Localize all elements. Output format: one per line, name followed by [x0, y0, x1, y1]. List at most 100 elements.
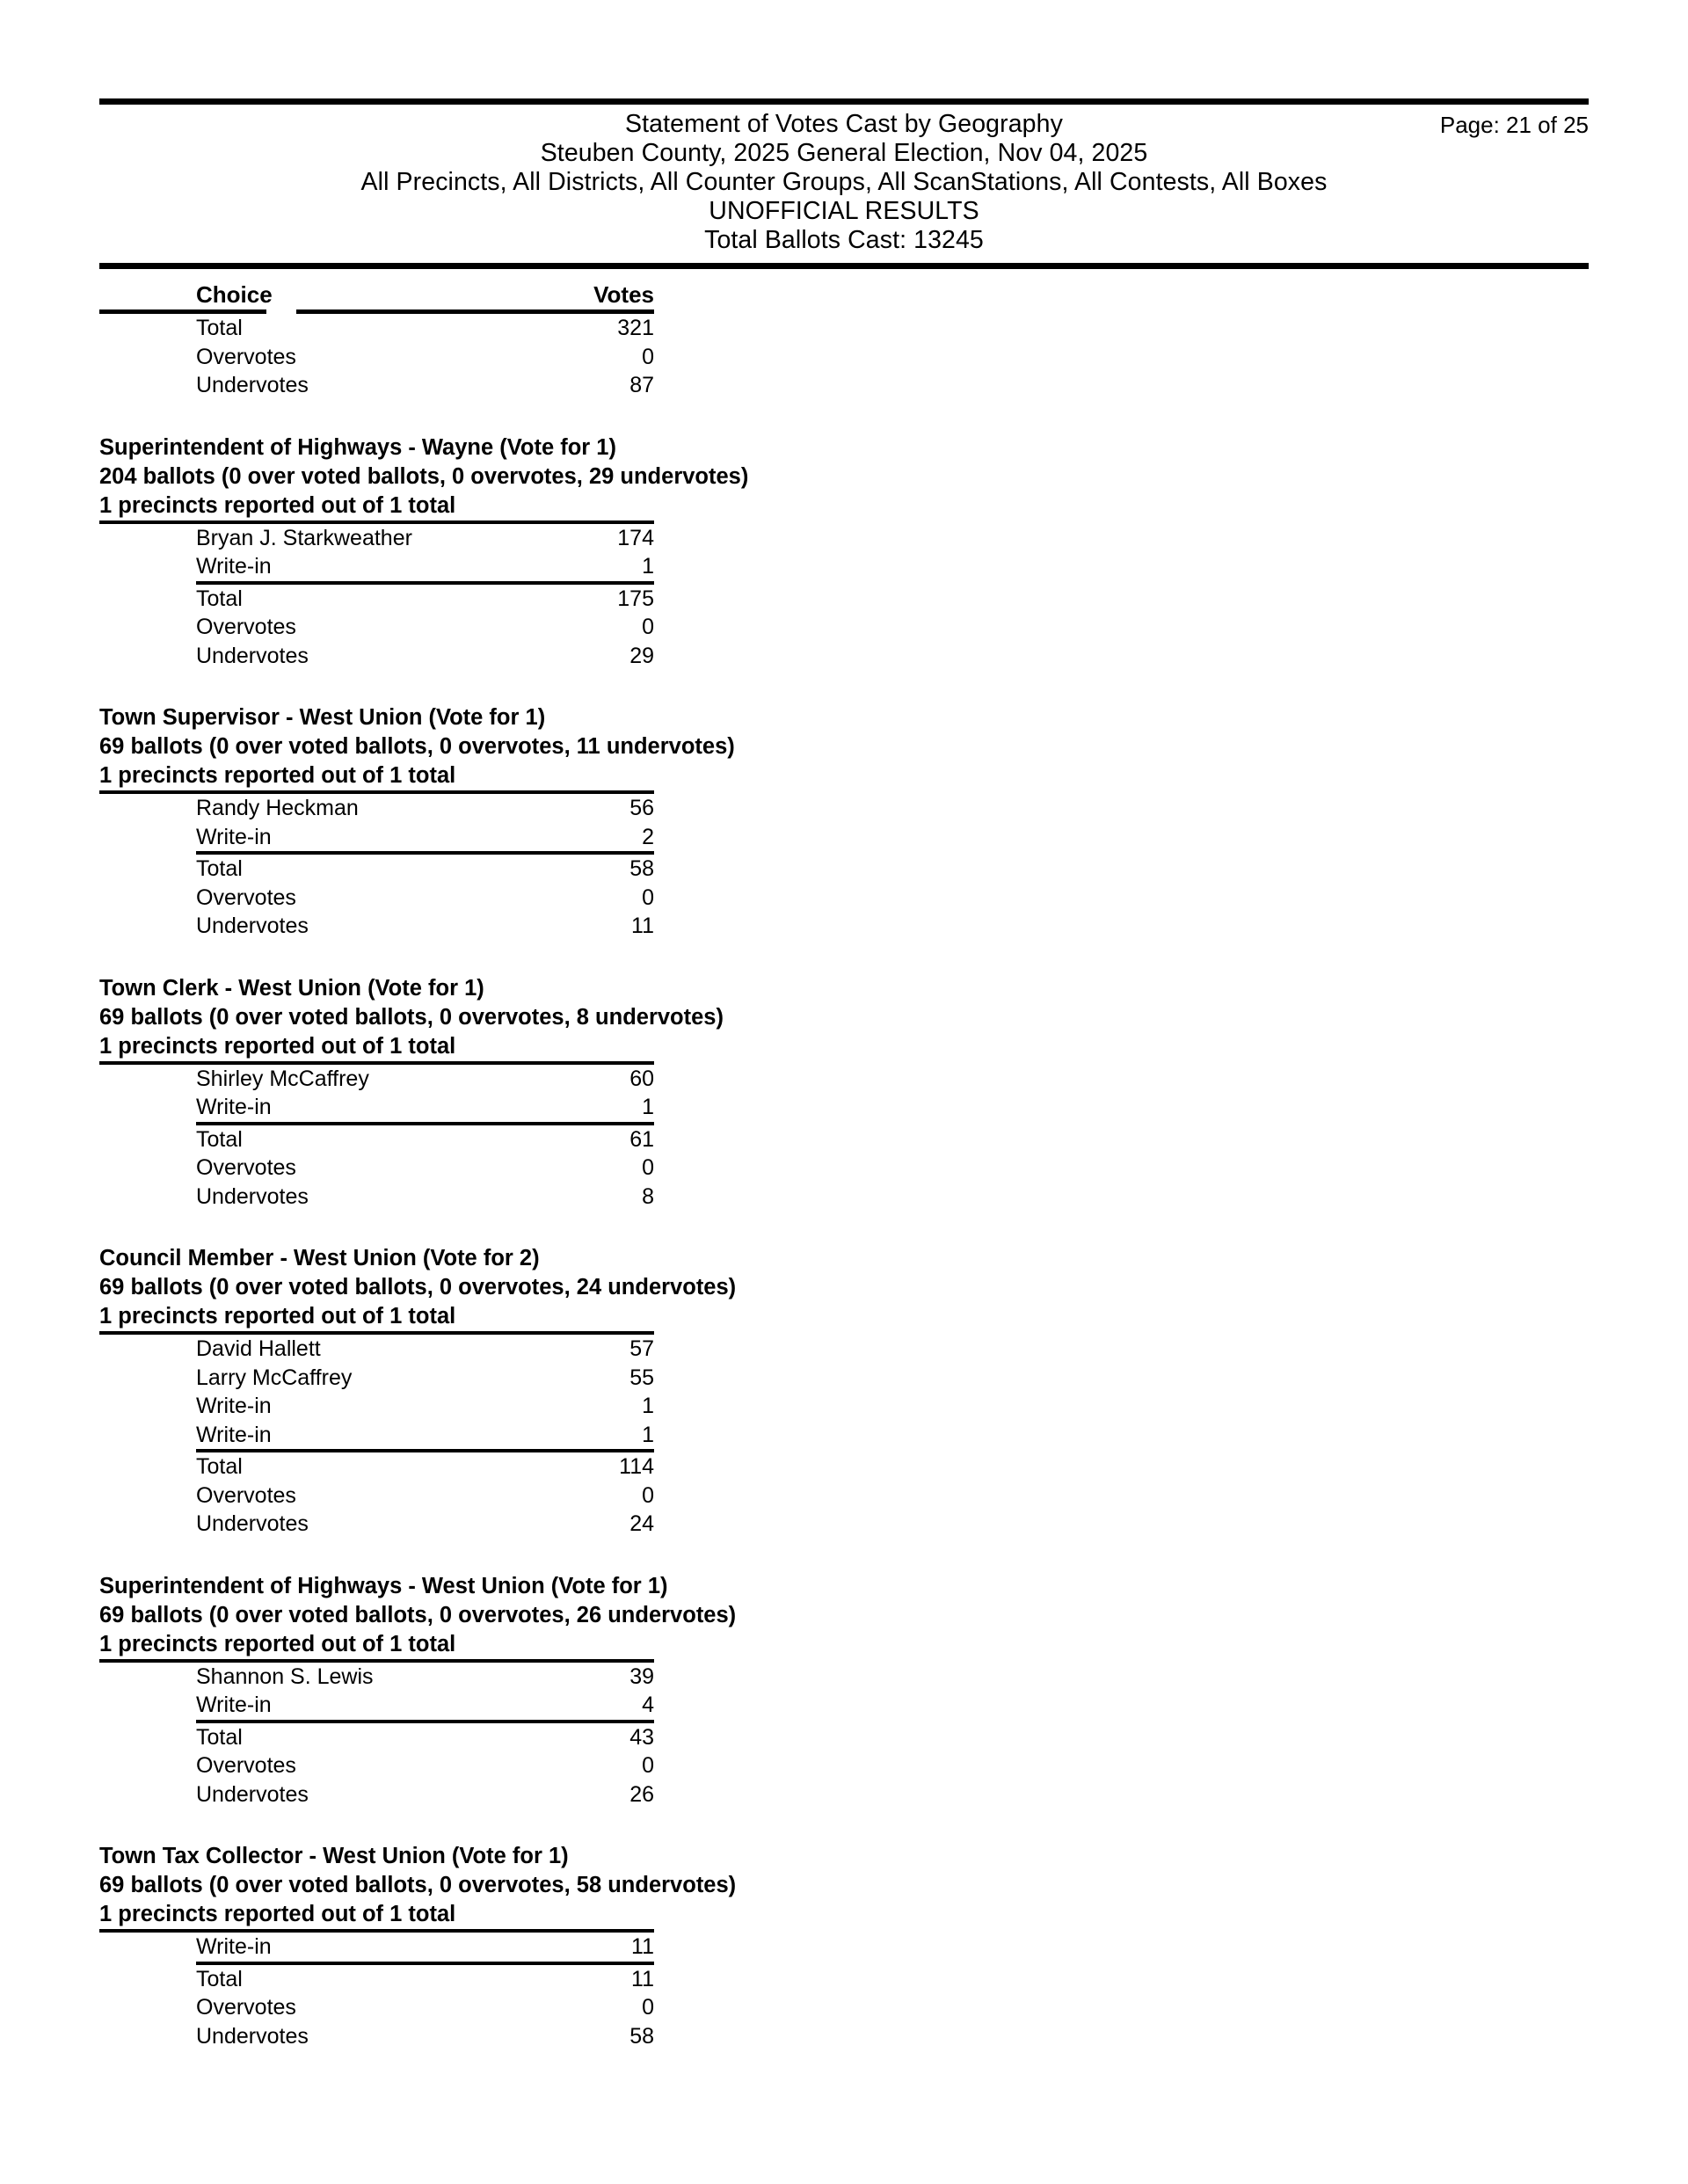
contest-title: Superintendent of Highways - Wayne (Vote…	[99, 434, 616, 460]
row-label: Write-in	[196, 824, 272, 849]
row-label: Undervotes	[196, 373, 309, 397]
row-votes: 0	[642, 1753, 654, 1778]
column-header-votes: Votes	[593, 281, 654, 308]
row-votes: 55	[629, 1365, 654, 1390]
contest-gap	[99, 1211, 1589, 1244]
row-label: Overvotes	[196, 1753, 296, 1778]
contest-precincts-reported: 1 precincts reported out of 1 total	[99, 1033, 456, 1059]
candidate-row: Write-in 11	[99, 1933, 654, 1962]
contest-title: Town Supervisor - West Union (Vote for 1…	[99, 705, 546, 730]
column-header-rule	[99, 309, 654, 314]
candidate-row: Write-in 2	[99, 823, 654, 852]
row-votes: 39	[629, 1663, 654, 1689]
summary-row: Undervotes 8	[99, 1183, 654, 1212]
contest-block: Town Clerk - West Union (Vote for 1) 69 b…	[99, 974, 1589, 1212]
contest-gap	[99, 1809, 1589, 1842]
row-label: Undervotes	[196, 1781, 309, 1807]
contest-ballot-summary: 69 ballots (0 over voted ballots, 0 over…	[99, 1873, 737, 1897]
row-label: Undervotes	[196, 1511, 309, 1536]
row-label: Total	[196, 1724, 243, 1750]
row-label: David Hallett	[196, 1336, 321, 1361]
summary-row: Overvotes 0	[99, 613, 654, 642]
summary-row: Undervotes 58	[99, 2022, 654, 2051]
contest-header-rule	[99, 1658, 654, 1663]
row-label: Undervotes	[196, 1183, 309, 1209]
continued-contest-summary: Total 321 Overvotes 0 Undervotes 87	[99, 314, 1589, 400]
contest-precincts-reported: 1 precincts reported out of 1 total	[99, 1631, 456, 1656]
row-votes: 1	[642, 554, 654, 579]
candidate-row: Write-in 1	[99, 1093, 654, 1122]
contest-header-rule	[99, 520, 654, 524]
candidate-total-rule	[99, 1449, 654, 1452]
candidate-total-rule	[99, 1961, 654, 1965]
row-label: Shannon S. Lewis	[196, 1663, 374, 1689]
contest-header-rule	[99, 790, 654, 794]
row-label: Overvotes	[196, 1995, 296, 2020]
row-votes: 4	[642, 1693, 654, 1717]
row-label: Randy Heckman	[196, 796, 359, 820]
contest-gap	[99, 941, 1589, 974]
header-title-block: Statement of Votes Cast by Geography Ste…	[99, 110, 1589, 255]
row-label: Undervotes	[196, 2023, 309, 2049]
row-label: Total	[196, 1126, 243, 1152]
row-votes: 57	[629, 1336, 654, 1361]
row-votes: 174	[617, 525, 654, 550]
row-votes: 43	[629, 1724, 654, 1750]
contest-block: Superintendent of Highways - Wayne (Vote…	[99, 433, 1589, 671]
contest-precincts-reported: 1 precincts reported out of 1 total	[99, 763, 456, 788]
row-label: Total	[196, 316, 243, 340]
row-label: Shirley McCaffrey	[196, 1066, 369, 1091]
row-votes: 56	[629, 796, 654, 820]
row-votes: 26	[629, 1781, 654, 1807]
summary-row: Total 11	[99, 1965, 654, 1994]
row-label: Write-in	[196, 1934, 272, 1959]
row-votes: 1	[642, 1095, 654, 1119]
row-label: Overvotes	[196, 615, 296, 639]
summary-row: Undervotes 24	[99, 1510, 654, 1539]
row-label: Undervotes	[196, 643, 309, 668]
candidate-row: Shirley McCaffrey 60	[99, 1065, 654, 1094]
row-votes: 61	[629, 1126, 654, 1152]
candidate-total-rule	[99, 580, 654, 585]
summary-row: Total 43	[99, 1723, 654, 1752]
row-votes: 114	[619, 1454, 654, 1479]
summary-row: Overvotes 0	[99, 1751, 654, 1780]
page-number: Page: 21 of 25	[1439, 112, 1589, 138]
candidate-row: Write-in 1	[99, 1392, 654, 1421]
row-label: Overvotes	[196, 344, 296, 369]
row-votes: 0	[642, 1155, 654, 1180]
contest-block: Town Supervisor - West Union (Vote for 1…	[99, 703, 1589, 941]
contest-title: Superintendent of Highways - West Union …	[99, 1573, 668, 1598]
row-votes: 58	[629, 2023, 654, 2049]
row-votes: 0	[642, 1482, 654, 1508]
contest-title: Town Tax Collector - West Union (Vote fo…	[99, 1844, 569, 1868]
candidate-row: Larry McCaffrey 55	[99, 1364, 654, 1393]
row-votes: 321	[617, 316, 654, 340]
summary-row: Overvotes 0	[99, 1993, 654, 2022]
summary-row: Overvotes 0	[99, 1481, 654, 1511]
report-body: Choice Votes Total 321 Overvotes 0 Undervote…	[99, 281, 1589, 2050]
candidate-total-rule	[99, 1719, 654, 1723]
candidate-row: Randy Heckman 56	[99, 794, 654, 823]
row-votes: 0	[642, 1995, 654, 2020]
candidate-total-rule	[99, 851, 654, 855]
report-title: Statement of Votes Cast by Geography	[625, 110, 1063, 138]
report-jurisdiction: Steuben County, 2025 General Election, N…	[540, 139, 1148, 167]
row-label: Total	[196, 856, 243, 881]
report-header: Page: 21 of 25 Statement of Votes Cast b…	[99, 98, 1589, 269]
row-votes: 1	[642, 1394, 654, 1418]
contest-title: Council Member - West Union (Vote for 2)	[99, 1246, 540, 1270]
row-votes: 11	[631, 1966, 654, 1991]
contest-gap	[99, 400, 1589, 433]
table-row: Total 321	[99, 314, 654, 343]
row-label: Bryan J. Starkweather	[196, 525, 412, 550]
contest-ballot-summary: 204 ballots (0 over voted ballots, 0 ove…	[99, 463, 749, 489]
contest-title: Town Clerk - West Union (Vote for 1)	[99, 975, 484, 1001]
row-label: Write-in	[196, 1422, 272, 1447]
contest-ballot-summary: 69 ballots (0 over voted ballots, 0 over…	[99, 734, 735, 759]
row-votes: 29	[629, 643, 654, 668]
contest-ballot-summary: 69 ballots (0 over voted ballots, 0 over…	[99, 1275, 737, 1299]
contest-list: Superintendent of Highways - Wayne (Vote…	[99, 400, 1589, 2051]
summary-row: Overvotes 0	[99, 1154, 654, 1183]
